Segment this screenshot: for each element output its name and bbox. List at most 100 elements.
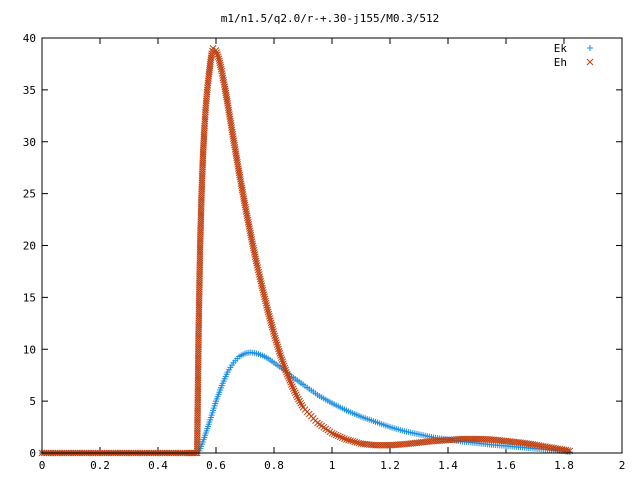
y-tick-label: 10 [23,343,36,356]
data-point-eh [328,429,336,437]
data-point-eh [264,306,272,314]
data-point-eh [270,330,278,338]
legend-entry-ek: Ek [554,42,593,55]
data-point-eh [288,381,295,388]
data-point-eh [275,345,282,353]
data-point-eh [276,350,284,357]
data-point-eh [282,366,289,374]
data-point-eh [213,49,221,56]
data-point-eh [297,399,305,407]
data-point-eh [267,317,274,324]
data-point-eh [215,55,223,63]
data-point-eh [268,323,276,331]
data-point-eh [280,360,287,368]
data-point-eh [272,336,280,344]
data-point-eh [262,297,269,305]
data-point-eh [558,446,566,453]
y-tick-label: 15 [23,291,36,304]
data-point-eh [295,395,302,403]
axis-ticks: 0 0.2 0.4 0.6 0.8 1 1.2 1.4 1.6 1.8 20510152025303… [23,32,626,472]
data-point-eh [353,439,361,446]
legend-marker-eh [586,58,594,66]
data-point-eh [261,295,269,303]
data-point-eh [263,304,271,311]
data-point-eh [281,364,289,372]
data-point-eh [293,393,301,401]
data-point-eh [268,321,276,329]
data-point-eh [262,299,270,307]
data-point-eh [284,372,292,380]
data-point-eh [271,334,279,342]
data-point-eh [261,293,268,301]
x-tick-label: 1 [329,459,336,472]
data-point-eh [291,389,299,397]
x-tick-label: 0 [39,459,46,472]
data-point-eh [214,51,221,58]
y-tick-label: 40 [23,32,36,45]
data-point-eh [289,385,297,393]
data-points [38,45,574,457]
data-point-eh [274,343,282,351]
data-point-eh [292,391,300,399]
x-tick-label: 0.6 [206,459,226,472]
x-tick-label: 1.6 [496,459,516,472]
x-tick-label: 1.4 [438,459,458,472]
y-tick-label: 25 [23,188,36,201]
data-point-eh [332,431,340,439]
x-tick-label: 2 [619,459,626,472]
data-point-eh [266,312,273,320]
data-point-eh [265,310,273,318]
data-point-eh [341,435,348,442]
data-point-eh [287,379,294,386]
data-point-eh [286,377,294,384]
data-point-eh [283,368,290,376]
data-point-eh [266,315,274,322]
x-tick-label: 0.2 [90,459,110,472]
data-point-eh [339,434,346,442]
data-point-eh [334,432,342,440]
data-point-eh [336,433,344,441]
data-point-eh [214,53,222,61]
data-point-eh [345,436,352,444]
data-point-eh [273,339,280,346]
data-point-eh [289,383,296,390]
data-point-eh [259,284,266,292]
y-tick-label: 0 [29,447,36,460]
data-point-eh [280,362,288,370]
data-point-eh [216,57,223,65]
y-tick-label: 30 [23,136,36,149]
legend-label-eh: Eh [554,56,567,69]
data-point-eh [330,430,338,438]
data-point-eh [267,319,275,327]
data-point-eh [277,354,285,361]
y-tick-label: 35 [23,84,36,97]
series-eh [38,45,574,457]
data-point-eh [264,308,272,316]
data-point-eh [298,401,306,409]
x-tick-label: 1.2 [380,459,400,472]
data-point-eh [260,291,268,298]
legend-marker-ek [587,45,593,51]
x-tick-label: 0.4 [148,459,168,472]
data-point-eh [273,341,281,348]
x-tick-label: 0.8 [264,459,284,472]
data-point-eh [260,289,267,296]
data-point-eh [259,286,267,294]
x-tick-label: 1.8 [554,459,574,472]
chart-title: m1/n1.5/q2.0/r-+.30-j155/M0.3/512 [221,12,440,25]
legend-symbol-eh [586,58,594,66]
data-point-eh [269,325,277,333]
data-point-eh [296,397,303,405]
data-point-eh [279,358,287,366]
data-point-eh [285,374,293,382]
data-point-eh [217,63,225,71]
data-point-eh [275,347,283,355]
data-point-eh [270,328,277,335]
data-point-eh [343,436,350,443]
y-tick-label: 20 [23,240,36,253]
legend-label-ek: Ek [554,42,568,55]
legend-symbol-ek [587,45,593,51]
data-point-eh [216,59,224,67]
data-point-eh [212,47,220,54]
